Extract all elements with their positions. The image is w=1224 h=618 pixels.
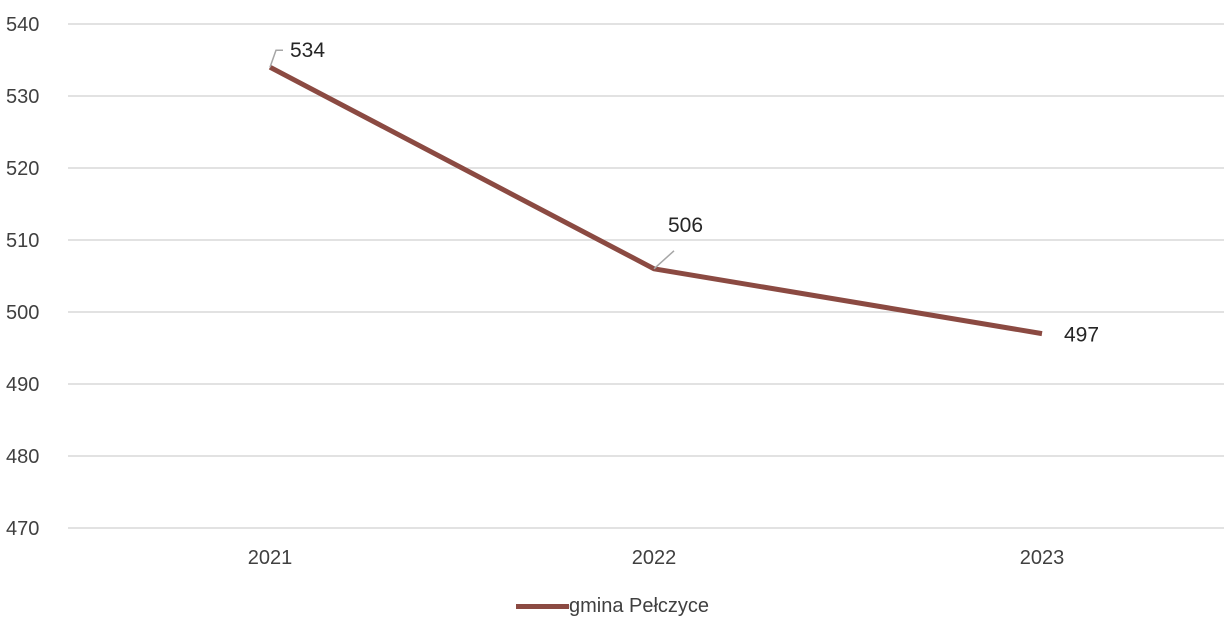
y-axis-ticks: 470 480 490 500 510 520 530 540	[6, 14, 39, 540]
x-axis-ticks: 2021 2022 2023	[248, 547, 1065, 569]
y-tick-label: 480	[6, 446, 39, 468]
data-label: 497	[1064, 324, 1099, 347]
legend-swatch	[516, 603, 569, 609]
series-line	[268, 64, 1043, 337]
x-tick-label: 2021	[248, 547, 293, 569]
y-tick-label: 470	[6, 518, 39, 540]
x-tick-label: 2023	[1020, 547, 1065, 569]
x-tick-label: 2022	[632, 547, 677, 569]
data-labels: 534 506 497	[269, 39, 1099, 347]
gridlines	[68, 23, 1224, 529]
y-tick-label: 510	[6, 230, 39, 252]
legend: gmina Pełczyce	[516, 594, 709, 618]
y-tick-label: 500	[6, 302, 39, 324]
leader-line	[269, 49, 283, 68]
y-tick-label: 540	[6, 14, 39, 36]
legend-label: gmina Pełczyce	[569, 595, 710, 617]
data-label: 534	[290, 39, 325, 62]
y-tick-label: 530	[6, 86, 39, 108]
leader-line	[653, 250, 675, 270]
y-tick-label: 490	[6, 374, 39, 396]
series-lines	[268, 64, 1043, 337]
data-label: 506	[668, 214, 703, 237]
y-tick-label: 520	[6, 158, 39, 180]
